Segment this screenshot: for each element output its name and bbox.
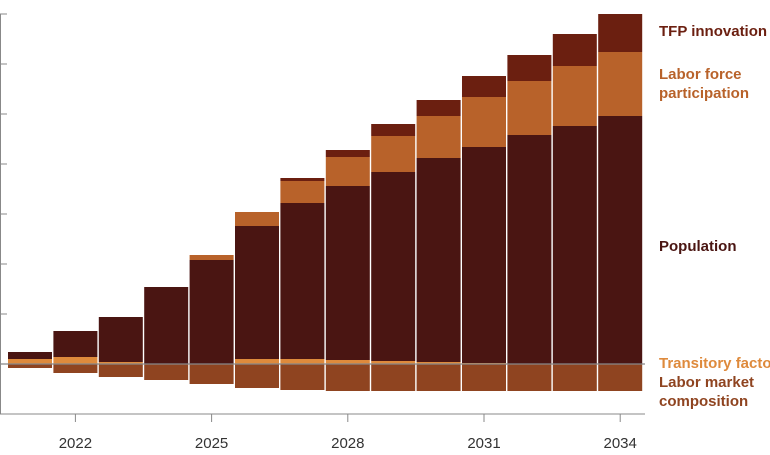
legend-label: Population bbox=[659, 238, 737, 255]
legend-label: Labor force participation bbox=[659, 66, 750, 102]
bar-segment bbox=[53, 364, 98, 373]
bar-segment bbox=[462, 97, 506, 147]
bar-segment bbox=[371, 364, 416, 391]
bar-segment bbox=[416, 116, 461, 158]
bar-segment bbox=[507, 364, 552, 391]
bar-segment bbox=[8, 359, 52, 364]
bar-segment bbox=[144, 287, 189, 364]
bar-segment bbox=[280, 203, 325, 359]
x-tick-label: 2031 bbox=[467, 435, 500, 452]
bar-segment bbox=[325, 186, 370, 360]
bar-segment bbox=[53, 357, 98, 364]
bar-segment bbox=[416, 364, 461, 391]
bar-segment bbox=[235, 212, 279, 226]
bar-segment bbox=[144, 364, 189, 380]
x-tick-label: 2034 bbox=[604, 435, 637, 452]
bar-segment bbox=[371, 172, 416, 361]
bar-segment bbox=[507, 135, 552, 364]
bar-segment bbox=[8, 352, 52, 359]
bar-segment bbox=[598, 52, 643, 116]
bar-segment bbox=[552, 66, 597, 126]
bar-segment bbox=[416, 158, 461, 362]
bar-segment bbox=[8, 364, 52, 368]
x-tick-label: 2028 bbox=[331, 435, 364, 452]
bar-segment bbox=[552, 126, 597, 364]
x-tick-label: 2025 bbox=[195, 435, 228, 452]
bar-segment bbox=[598, 116, 643, 364]
bar-segment bbox=[235, 364, 279, 388]
bar-segment bbox=[462, 76, 506, 97]
bar-segment bbox=[507, 81, 552, 135]
bar-segment bbox=[235, 226, 279, 359]
legend-label: TFP innovation bbox=[659, 23, 768, 40]
bar-segment bbox=[507, 55, 552, 81]
bar-segment bbox=[189, 364, 234, 384]
bar-segment bbox=[98, 362, 143, 364]
legend-label: Transitory factors bbox=[659, 355, 770, 372]
bar-segment bbox=[98, 364, 143, 377]
bar-segment bbox=[280, 181, 325, 203]
bar-segment bbox=[325, 150, 370, 157]
legend-label: Labor market composition bbox=[659, 374, 755, 410]
bar-segment bbox=[371, 136, 416, 172]
bar-segment bbox=[371, 361, 416, 364]
bar-segment bbox=[280, 178, 325, 181]
bar-segment bbox=[462, 147, 506, 363]
bar-segment bbox=[98, 317, 143, 362]
bar-segment bbox=[552, 34, 597, 66]
bar-segment bbox=[280, 359, 325, 364]
bar-segment bbox=[280, 364, 325, 390]
bar-segment bbox=[189, 255, 234, 260]
bar-segment bbox=[235, 359, 279, 364]
bar-segment bbox=[189, 260, 234, 364]
bar-segment bbox=[416, 100, 461, 116]
bar-segment bbox=[325, 364, 370, 391]
bar-segment bbox=[53, 331, 98, 357]
bar-segment bbox=[371, 124, 416, 136]
bar-segment bbox=[325, 360, 370, 364]
x-tick-label: 2022 bbox=[59, 435, 92, 452]
bar-segment bbox=[325, 157, 370, 186]
bar-segment bbox=[598, 364, 643, 391]
bar-segment bbox=[552, 364, 597, 391]
bar-segment bbox=[462, 364, 506, 391]
bar-segment bbox=[416, 362, 461, 364]
bar-segment bbox=[598, 14, 643, 52]
